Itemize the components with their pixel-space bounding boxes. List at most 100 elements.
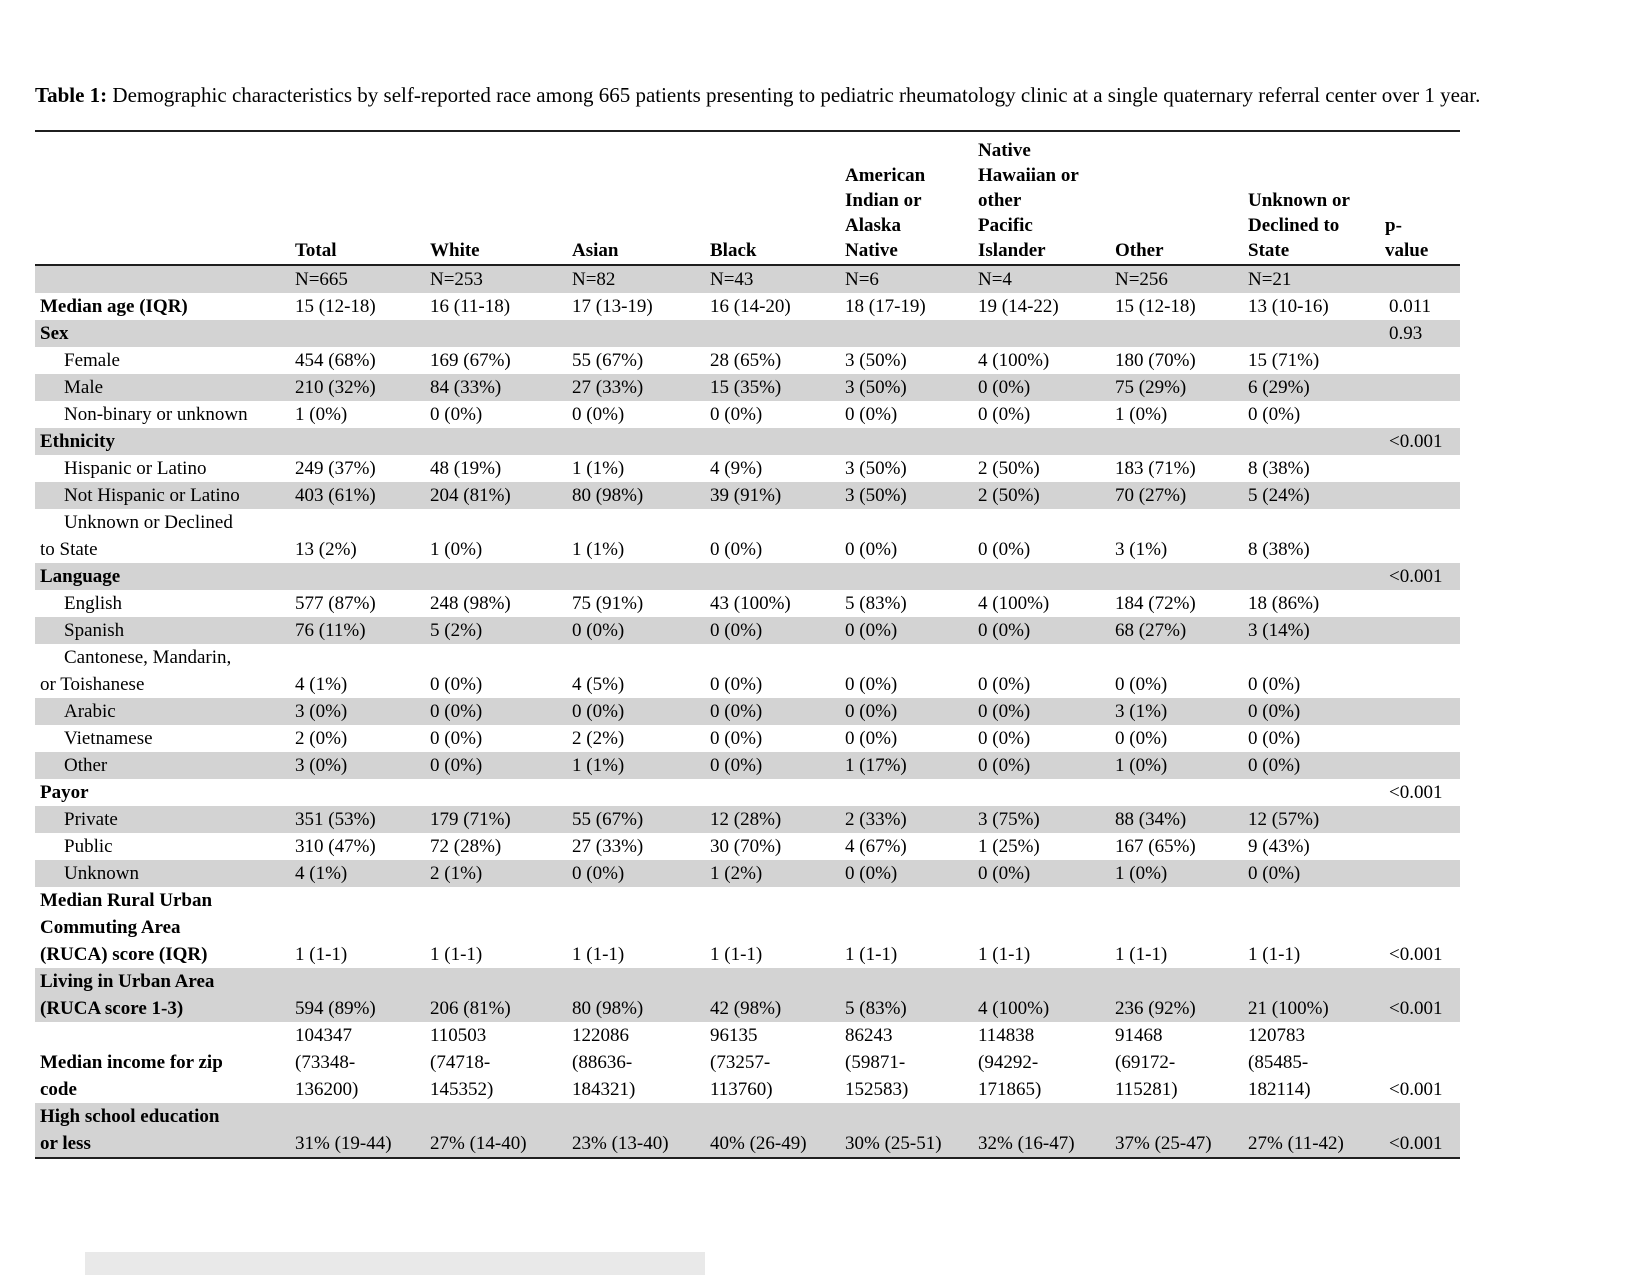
row-n: N=665 N=253 N=82 N=43 N=6 N=4 N=256 N=21 bbox=[35, 265, 1460, 293]
row-label: Unknown bbox=[64, 863, 139, 884]
row-label: Cantonese, Mandarin, or Toishanese bbox=[40, 647, 232, 695]
row-payor-unknown: Unknown 4 (1%) 2 (1%) 0 (0%) 1 (2%) 0 (0%) 0 (… bbox=[35, 860, 1460, 887]
data-cell: 184 (72%) bbox=[1115, 593, 1196, 614]
data-cell: 4 (1%) bbox=[295, 674, 348, 695]
data-cell: 0 (0%) bbox=[710, 755, 763, 776]
header-row: Total White Asian Black American Indian or A… bbox=[35, 131, 1460, 266]
p-value-cell bbox=[1385, 590, 1460, 617]
data-cell bbox=[572, 563, 710, 590]
data-cell: 179 (71%) bbox=[430, 809, 511, 830]
data-cell: 3 (50%) bbox=[845, 458, 907, 479]
row-spanish: Spanish 76 (11%) 5 (2%) 0 (0%) 0 (0%) 0 (0%) 0… bbox=[35, 617, 1460, 644]
row-label: Private bbox=[64, 809, 118, 830]
demographics-table: Total White Asian Black American Indian or A… bbox=[35, 130, 1460, 1159]
row-ethnicity-unknown: Unknown or Declined to State 13 (2%) 1 (0%… bbox=[35, 509, 1460, 563]
data-cell: 0 (0%) bbox=[845, 674, 898, 695]
data-cell: 80 (98%) bbox=[572, 998, 644, 1019]
column-header: Asian bbox=[572, 131, 710, 266]
row-vietnamese: Vietnamese 2 (0%) 0 (0%) 2 (2%) 0 (0%) 0 (0%)… bbox=[35, 725, 1460, 752]
p-value-cell: <0.001 bbox=[1389, 566, 1443, 587]
row-label: Male bbox=[64, 377, 104, 398]
data-cell: N=253 bbox=[430, 269, 483, 290]
data-cell: 32% (16-47) bbox=[978, 1133, 1075, 1154]
data-cell: 1 (1-1) bbox=[1248, 944, 1301, 965]
data-cell: 1 (1-1) bbox=[978, 944, 1031, 965]
data-cell: 0 (0%) bbox=[978, 701, 1031, 722]
row-english: English 577 (87%) 248 (98%) 75 (91%) 43 (100… bbox=[35, 590, 1460, 617]
data-cell: 0 (0%) bbox=[430, 674, 483, 695]
data-cell bbox=[430, 320, 572, 347]
data-cell bbox=[295, 428, 430, 455]
data-cell: 0 (0%) bbox=[710, 620, 763, 641]
data-cell: 84 (33%) bbox=[430, 377, 502, 398]
row-hs-education: High school education or less 31% (19-44)… bbox=[35, 1103, 1460, 1158]
data-cell: 30 (70%) bbox=[710, 836, 782, 857]
p-value-cell bbox=[1385, 347, 1460, 374]
column-header: White bbox=[430, 131, 572, 266]
data-cell: 0 (0%) bbox=[845, 404, 898, 425]
data-cell: 2 (50%) bbox=[978, 458, 1040, 479]
data-cell: 27 (33%) bbox=[572, 377, 644, 398]
p-value-cell bbox=[1385, 374, 1460, 401]
data-cell: 210 (32%) bbox=[295, 377, 376, 398]
data-cell: 0 (0%) bbox=[1248, 863, 1301, 884]
data-cell bbox=[1248, 320, 1385, 347]
row-median-income: Median income for zip code 104347 (73348-… bbox=[35, 1022, 1460, 1103]
data-cell: 27 (33%) bbox=[572, 836, 644, 857]
row-label: Female bbox=[64, 350, 120, 371]
row-label: Median age (IQR) bbox=[40, 296, 188, 317]
data-cell: N=256 bbox=[1115, 269, 1168, 290]
data-cell: 2 (1%) bbox=[430, 863, 483, 884]
row-public: Public 310 (47%) 72 (28%) 27 (33%) 30 (70%) 4… bbox=[35, 833, 1460, 860]
data-cell: 206 (81%) bbox=[430, 998, 511, 1019]
row-label: Living in Urban Area (RUCA score 1-3) bbox=[40, 971, 215, 1019]
data-cell: 88 (34%) bbox=[1115, 809, 1187, 830]
row-urban-area: Living in Urban Area (RUCA score 1-3) 594… bbox=[35, 968, 1460, 1022]
data-cell: 577 (87%) bbox=[295, 593, 376, 614]
data-cell: 27% (14-40) bbox=[430, 1133, 527, 1154]
data-cell: 3 (75%) bbox=[978, 809, 1040, 830]
data-cell: 594 (89%) bbox=[295, 998, 376, 1019]
data-cell: 43 (100%) bbox=[710, 593, 791, 614]
data-cell: 4 (5%) bbox=[572, 674, 625, 695]
p-value-cell: 0.011 bbox=[1389, 296, 1432, 317]
row-label: Payor bbox=[40, 782, 89, 803]
table-caption-label: Table 1: bbox=[35, 83, 108, 107]
data-cell bbox=[845, 563, 978, 590]
data-cell: 1 (1%) bbox=[572, 539, 625, 560]
data-cell: 48 (19%) bbox=[430, 458, 502, 479]
data-cell bbox=[845, 779, 978, 806]
row-language: Language <0.001 bbox=[35, 563, 1460, 590]
data-cell: 18 (17-19) bbox=[845, 296, 926, 317]
data-cell: 1 (25%) bbox=[978, 836, 1040, 857]
data-cell: 1 (1-1) bbox=[295, 944, 348, 965]
p-value-cell bbox=[1385, 455, 1460, 482]
p-value-cell: <0.001 bbox=[1389, 1079, 1443, 1100]
row-label: Other bbox=[64, 755, 108, 776]
data-cell: 0 (0%) bbox=[430, 404, 483, 425]
data-cell: 0 (0%) bbox=[978, 620, 1031, 641]
data-cell bbox=[1115, 320, 1248, 347]
data-cell: 1 (17%) bbox=[845, 755, 907, 776]
data-cell: 169 (67%) bbox=[430, 350, 511, 371]
row-label: Unknown or Declined to State bbox=[40, 512, 233, 560]
data-cell: 0 (0%) bbox=[710, 539, 763, 560]
data-cell bbox=[710, 779, 845, 806]
data-cell: 39 (91%) bbox=[710, 485, 782, 506]
data-cell: 0 (0%) bbox=[710, 404, 763, 425]
data-cell bbox=[1248, 563, 1385, 590]
data-cell: N=665 bbox=[295, 269, 348, 290]
data-cell: N=82 bbox=[572, 269, 616, 290]
data-cell: 13 (2%) bbox=[295, 539, 357, 560]
data-cell: 1 (2%) bbox=[710, 863, 763, 884]
p-value-cell bbox=[1385, 806, 1460, 833]
p-value-cell bbox=[1385, 401, 1460, 428]
row-label: Arabic bbox=[64, 701, 116, 722]
p-value-cell bbox=[1385, 617, 1460, 644]
row-label: High school education or less bbox=[40, 1106, 220, 1154]
p-value-cell bbox=[1385, 860, 1460, 887]
table-body: N=665 N=253 N=82 N=43 N=6 N=4 N=256 N=21 Median … bbox=[35, 265, 1460, 1158]
data-cell: 91468 (69172- 115281) bbox=[1115, 1025, 1178, 1100]
corner-cell bbox=[35, 131, 295, 266]
